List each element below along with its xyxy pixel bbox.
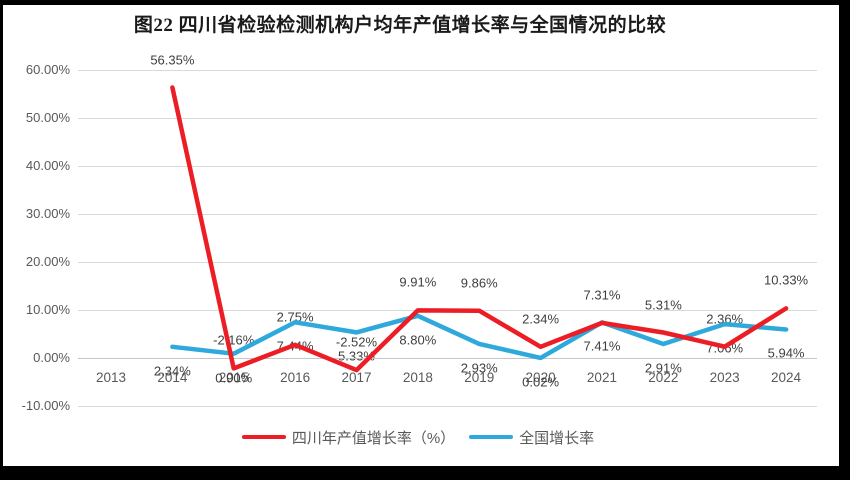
series-line-sichuan <box>170 85 789 373</box>
data-label-national-2021: 7.41% <box>583 338 621 354</box>
x-axis-label-2023: 2023 <box>709 370 740 385</box>
data-label-sichuan-2016: 2.75% <box>276 309 314 325</box>
y-axis-tick-label: 10.00% <box>25 302 70 317</box>
data-label-national-2022: 2.91% <box>644 360 682 376</box>
legend-national-label: 全国增长率 <box>519 429 595 447</box>
data-label-sichuan-2014: 56.35% <box>150 52 195 68</box>
data-label-national-2024: 5.94% <box>767 345 805 361</box>
data-label-sichuan-2015: -2.16% <box>213 332 255 348</box>
frame-border-right <box>839 0 850 480</box>
x-axis-label-2014: 2014 <box>157 370 188 385</box>
x-axis-label-2022: 2022 <box>648 370 679 385</box>
data-label-sichuan-2020: 2.34% <box>522 311 560 327</box>
legend-item-national: 全国增长率 <box>469 427 594 448</box>
data-label-sichuan-2022: 5.31% <box>644 297 682 312</box>
data-label-sichuan-2018: 9.91% <box>399 274 437 290</box>
x-axis-label-2017: 2017 <box>341 370 372 385</box>
legend: 四川年产值增长率（%） 全国增长率 <box>0 426 836 448</box>
legend-sichuan-label: 四川年产值增长率（%） <box>291 429 456 447</box>
legend-item-sichuan: 四川年产值增长率（%） <box>241 427 456 448</box>
x-axis-label-2020: 2020 <box>525 370 556 385</box>
x-axis-label-2024: 2024 <box>771 370 802 385</box>
x-axis-label-2018: 2018 <box>402 370 433 385</box>
y-axis-tick-label: 30.00% <box>25 206 70 221</box>
frame-border-bottom <box>0 466 850 480</box>
y-axis-tick-label: 0.00% <box>33 350 70 365</box>
data-label-national-2018: 8.80% <box>399 332 437 348</box>
x-axis-label-2016: 2016 <box>280 370 311 385</box>
data-label-national-2014: 2.34% <box>153 363 191 379</box>
series-line-national <box>170 313 789 361</box>
x-axis-label-2019: 2019 <box>464 370 495 385</box>
data-label-sichuan-2023: 2.36% <box>706 311 744 327</box>
y-axis-tick-label: 50.00% <box>25 110 70 125</box>
y-axis-tick-label: 20.00% <box>25 254 70 269</box>
data-label-sichuan-2017: -2.52% <box>335 334 378 350</box>
data-label-sichuan-2024: 10.33% <box>764 272 809 288</box>
y-axis-tick-label: -10.00% <box>21 398 70 413</box>
y-axis-tick-label: 40.00% <box>25 158 70 173</box>
x-axis-label-2021: 2021 <box>586 370 617 385</box>
data-label-sichuan-2019: 9.86% <box>460 275 498 291</box>
frame-border-left <box>0 0 3 480</box>
data-label-national-2020: 0.02% <box>522 374 560 390</box>
y-axis-tick-label: 60.00% <box>25 62 70 77</box>
data-label-sichuan-2021: 7.31% <box>583 287 621 303</box>
data-label-national-2015: 0.90% <box>215 370 253 386</box>
frame-border-top <box>0 0 850 5</box>
legend-national-line-swatch <box>469 434 514 440</box>
data-label-national-2019: 2.93% <box>460 360 498 376</box>
x-axis-label-2015: 2015 <box>218 370 249 385</box>
chart-title: 图22 四川省检验检测机构户均年产值增长率与全国情况的比较 <box>133 15 667 36</box>
x-axis-label-2013: 2013 <box>95 370 127 385</box>
legend-sichuan-line-swatch <box>241 434 286 440</box>
